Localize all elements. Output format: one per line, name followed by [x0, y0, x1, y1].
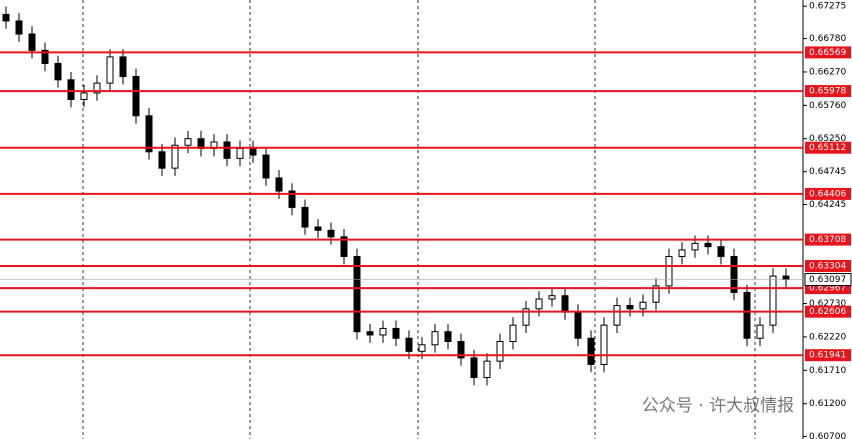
- candle-body: [782, 275, 790, 280]
- level-label: 0.63304: [809, 262, 846, 272]
- candle-body: [171, 144, 179, 169]
- candle-body: [431, 331, 439, 346]
- candle-body: [249, 148, 257, 156]
- candle-body: [769, 275, 777, 326]
- y-tick-label: 0.66780: [809, 34, 846, 44]
- candle-body: [522, 308, 530, 326]
- candle-body: [587, 337, 595, 365]
- level-label-box: [805, 233, 851, 246]
- candle-body: [145, 115, 153, 153]
- watermark: 公众号 · 许大叔情报: [642, 396, 794, 416]
- candle-body: [93, 82, 101, 94]
- candle-body: [119, 56, 127, 78]
- candle-body: [340, 236, 348, 257]
- candle-body: [106, 56, 114, 84]
- y-tick-label: 0.60700: [809, 432, 846, 439]
- candle-body: [665, 255, 673, 287]
- candle-body: [509, 324, 517, 343]
- candle-body: [418, 344, 426, 352]
- y-tick-label: 0.64245: [809, 200, 846, 210]
- candle-body: [288, 190, 296, 208]
- candle-body: [691, 242, 699, 251]
- candle-body: [28, 33, 36, 51]
- level-label: 0.65112: [809, 143, 846, 153]
- level-label: 0.63708: [809, 235, 846, 245]
- candle-body: [223, 141, 231, 159]
- candle-body: [132, 76, 140, 117]
- candle-body: [756, 324, 764, 339]
- candle-body: [613, 305, 621, 326]
- y-tick-label: 0.65250: [809, 134, 846, 144]
- y-tick-label: 0.61710: [809, 366, 846, 376]
- candle-body: [41, 49, 49, 64]
- candle-body: [457, 341, 465, 359]
- level-label: 0.61941: [809, 351, 846, 361]
- candle-body: [15, 20, 23, 35]
- y-tick-label: 0.62730: [809, 299, 846, 309]
- candle-body: [327, 229, 335, 238]
- candle-body: [743, 291, 751, 339]
- candle-body: [626, 305, 634, 310]
- candle-body: [405, 337, 413, 352]
- level-label: 0.66569: [809, 48, 846, 58]
- level-label: 0.62606: [809, 307, 846, 317]
- candle-body: [483, 360, 491, 379]
- candle-body: [678, 249, 686, 257]
- level-label: 0.65978: [809, 87, 846, 97]
- level-label: 0.62967: [809, 284, 846, 294]
- level-label-box: [805, 141, 851, 154]
- candle-body: [67, 79, 75, 100]
- level-label-box: [805, 85, 851, 98]
- level-label-box: [805, 46, 851, 59]
- y-tick-label: 0.64745: [809, 167, 846, 177]
- candle-body: [54, 62, 62, 81]
- candle-body: [470, 357, 478, 379]
- level-label-box: [805, 305, 851, 318]
- y-tick-label: 0.62220: [809, 332, 846, 342]
- candle-body: [236, 148, 244, 159]
- candle-body: [158, 151, 166, 169]
- candle-body: [548, 295, 556, 300]
- candle-body: [600, 324, 608, 365]
- y-tick-label: 0.61200: [809, 399, 846, 409]
- candle-body: [561, 295, 569, 313]
- candle-body: [2, 13, 10, 22]
- candle-body: [730, 255, 738, 293]
- candle-body: [574, 311, 582, 339]
- candle-body: [535, 298, 543, 310]
- candle-body: [366, 331, 374, 336]
- candle-body: [639, 301, 647, 310]
- candle-body: [184, 138, 192, 146]
- candle-body: [353, 255, 361, 333]
- level-label-box: [805, 260, 851, 273]
- candle-body: [496, 341, 504, 362]
- candle-body: [301, 206, 309, 228]
- candle-body: [392, 327, 400, 339]
- level-label: 0.64406: [809, 189, 846, 199]
- current-price-box: [804, 273, 852, 287]
- candle-body: [652, 285, 660, 303]
- time-separators: [82, 0, 756, 439]
- y-tick-label: 0.65760: [809, 101, 846, 111]
- y-tick-label: 0.66270: [809, 67, 846, 77]
- candle-body: [379, 327, 387, 336]
- y-tick-label: 0.67275: [809, 2, 846, 12]
- current-price-label: 0.63097: [809, 275, 846, 285]
- candle-body: [262, 154, 270, 179]
- candle-body: [717, 246, 725, 257]
- level-label-box: [805, 187, 851, 200]
- level-label-box: [805, 349, 851, 362]
- candle-body: [80, 92, 88, 100]
- candle-body: [314, 226, 322, 231]
- candle-body: [704, 242, 712, 248]
- candle-body: [275, 177, 283, 192]
- candle-body: [444, 331, 452, 343]
